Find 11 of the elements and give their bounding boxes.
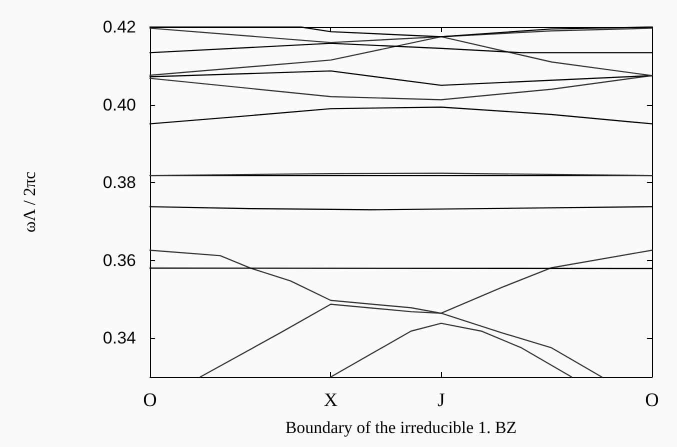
y-tick-label: 0.36 [102,250,136,270]
y-tick-label: 0.40 [102,95,136,114]
x-tick-label: O [143,390,157,411]
y-axis-title: ωΛ / 2πc [20,171,39,232]
x-tick-label: O [645,390,659,411]
y-tick-label: 0.34 [102,328,136,348]
y-tick-label: 0.38 [102,173,136,192]
x-tick-label: X [324,390,338,411]
y-tick-label: 0.42 [102,18,136,36]
x-axis-title: Boundary of the irreducible 1. BZ [285,418,517,437]
x-tick-label: J [437,390,445,411]
